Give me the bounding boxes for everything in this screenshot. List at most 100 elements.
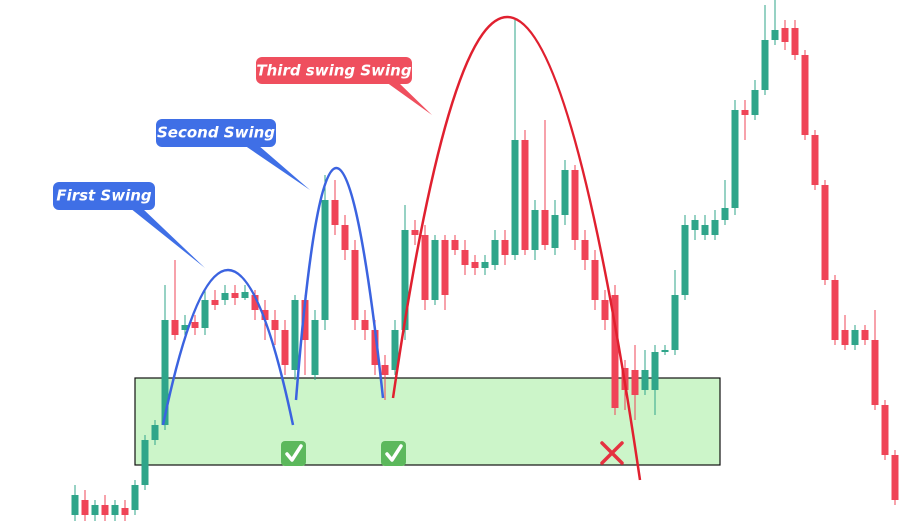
candle-body — [551, 215, 559, 248]
candle-body — [831, 280, 839, 340]
candle-body — [691, 220, 699, 230]
candle-body — [661, 350, 669, 352]
candle-body — [261, 310, 269, 320]
candle-body — [241, 292, 249, 298]
callout-tail — [386, 82, 432, 115]
candle-body — [891, 455, 899, 500]
candle-body — [771, 30, 779, 40]
callout-tail — [244, 145, 310, 190]
callout-box — [53, 182, 155, 210]
candle-body — [531, 210, 539, 250]
candle-body — [331, 200, 339, 225]
third-swing-arc — [391, 15, 642, 481]
check-icon — [281, 441, 306, 466]
candle-body — [651, 352, 659, 390]
callout-box — [256, 57, 412, 84]
candle-body — [421, 235, 429, 300]
candle-body — [491, 240, 499, 265]
candle-body — [801, 55, 809, 135]
candle-body — [541, 210, 549, 245]
candle-body — [121, 508, 129, 515]
candle-body — [301, 300, 309, 340]
candle-body — [501, 240, 509, 255]
candle-body — [751, 90, 759, 115]
candle-body — [811, 135, 819, 185]
candle-body — [851, 330, 859, 345]
candle-body — [721, 208, 729, 220]
candle-body — [291, 300, 299, 370]
candle-body — [571, 170, 579, 240]
candle-body — [131, 485, 139, 510]
candle-body — [411, 230, 419, 235]
candle-body — [391, 330, 399, 370]
candle-body — [791, 28, 799, 55]
candle-body — [91, 505, 99, 515]
candle-body — [171, 320, 179, 335]
candle-body — [151, 425, 159, 440]
candle-body — [481, 262, 489, 268]
annotation: Second Swing — [157, 124, 275, 142]
candle-body — [341, 225, 349, 250]
candle-body — [141, 440, 149, 485]
candle-body — [181, 325, 189, 330]
candle-body — [311, 320, 319, 375]
candle-body — [581, 240, 589, 260]
candle-body — [211, 300, 219, 305]
candle-body — [671, 295, 679, 350]
candle-body — [101, 505, 109, 515]
candle-body — [681, 225, 689, 295]
callout-box — [156, 119, 276, 147]
candle-body — [441, 240, 449, 295]
candle-body — [761, 40, 769, 90]
annotation: First Swing — [56, 187, 152, 205]
callout-tail — [130, 208, 205, 268]
candle-body — [821, 185, 829, 280]
candle-body — [371, 330, 379, 365]
candle-body — [461, 250, 469, 265]
annotation: Third swing Swing — [256, 62, 411, 80]
candle-body — [351, 250, 359, 320]
candle-body — [861, 330, 869, 340]
check-icon — [381, 441, 406, 466]
candle-body — [231, 293, 239, 298]
candle-body — [81, 500, 89, 515]
candle-body — [221, 293, 229, 300]
candle-body — [201, 300, 209, 328]
candle-body — [561, 170, 569, 215]
candle-body — [731, 110, 739, 208]
candle-body — [781, 28, 789, 42]
candle-body — [601, 300, 609, 320]
candle-body — [711, 220, 719, 235]
candle-body — [161, 320, 169, 425]
candle-body — [401, 230, 409, 330]
candle-body — [271, 320, 279, 330]
candle-body — [281, 330, 289, 365]
first-swing-arc — [161, 268, 295, 426]
candle-body — [321, 200, 329, 320]
candle-body — [381, 365, 389, 375]
candle-body — [191, 322, 199, 328]
candle-body — [431, 240, 439, 300]
second-swing-arc — [294, 166, 385, 401]
candle-body — [871, 340, 879, 405]
candle-body — [881, 405, 889, 455]
candle-body — [841, 330, 849, 345]
candle-body — [251, 295, 259, 310]
candle-body — [701, 225, 709, 235]
candle-body — [451, 240, 459, 250]
candle-body — [641, 370, 649, 390]
candle-body — [611, 295, 619, 408]
candle-body — [591, 260, 599, 300]
candle-body — [111, 505, 119, 515]
candle-body — [741, 110, 749, 115]
candle-body — [511, 140, 519, 255]
candle-body — [361, 320, 369, 330]
candles — [71, 0, 899, 521]
candle-body — [521, 140, 529, 250]
candle-body — [471, 262, 479, 268]
cross-icon — [600, 441, 624, 465]
candle-body — [71, 495, 79, 515]
candle-body — [631, 370, 639, 395]
